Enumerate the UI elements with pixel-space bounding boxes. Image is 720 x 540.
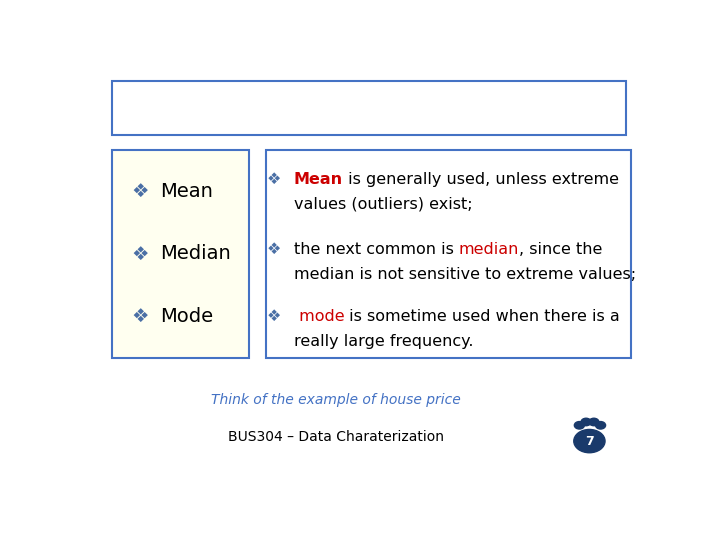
- Text: ❖: ❖: [267, 172, 282, 187]
- Text: , since the: , since the: [519, 242, 603, 258]
- Circle shape: [595, 422, 606, 429]
- Circle shape: [574, 429, 605, 453]
- Text: ❖: ❖: [132, 182, 149, 201]
- Text: Median: Median: [160, 245, 230, 264]
- Text: values (outliers) exist;: values (outliers) exist;: [294, 197, 472, 212]
- Text: Think of the example of house price: Think of the example of house price: [211, 393, 460, 407]
- Text: is sometime used when there is a: is sometime used when there is a: [344, 309, 620, 324]
- Text: Mean: Mean: [160, 182, 212, 201]
- Text: median: median: [459, 242, 519, 258]
- Text: mode: mode: [294, 309, 344, 324]
- Text: ❖: ❖: [132, 245, 149, 264]
- Text: ❖: ❖: [267, 309, 282, 324]
- Text: the next common is: the next common is: [294, 242, 459, 258]
- Circle shape: [575, 422, 585, 429]
- Text: ❖: ❖: [132, 307, 149, 326]
- FancyBboxPatch shape: [266, 150, 631, 358]
- Circle shape: [581, 418, 591, 426]
- Text: 7: 7: [585, 435, 594, 448]
- Text: Mode: Mode: [160, 307, 213, 326]
- Text: BUS304 – Data Charaterization: BUS304 – Data Charaterization: [228, 430, 444, 444]
- Text: is generally used, unless extreme: is generally used, unless extreme: [343, 172, 618, 187]
- Text: median is not sensitive to extreme values;: median is not sensitive to extreme value…: [294, 267, 636, 282]
- FancyBboxPatch shape: [112, 150, 249, 358]
- FancyBboxPatch shape: [112, 82, 626, 136]
- Circle shape: [589, 418, 599, 426]
- Text: ❖: ❖: [267, 242, 282, 258]
- Text: Mean: Mean: [294, 172, 343, 187]
- Text: really large frequency.: really large frequency.: [294, 334, 473, 349]
